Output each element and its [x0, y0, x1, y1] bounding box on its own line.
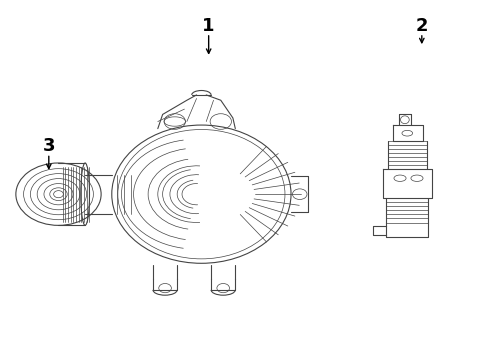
- Text: 2: 2: [416, 17, 428, 35]
- Text: 1: 1: [202, 17, 215, 35]
- Text: 3: 3: [43, 137, 55, 155]
